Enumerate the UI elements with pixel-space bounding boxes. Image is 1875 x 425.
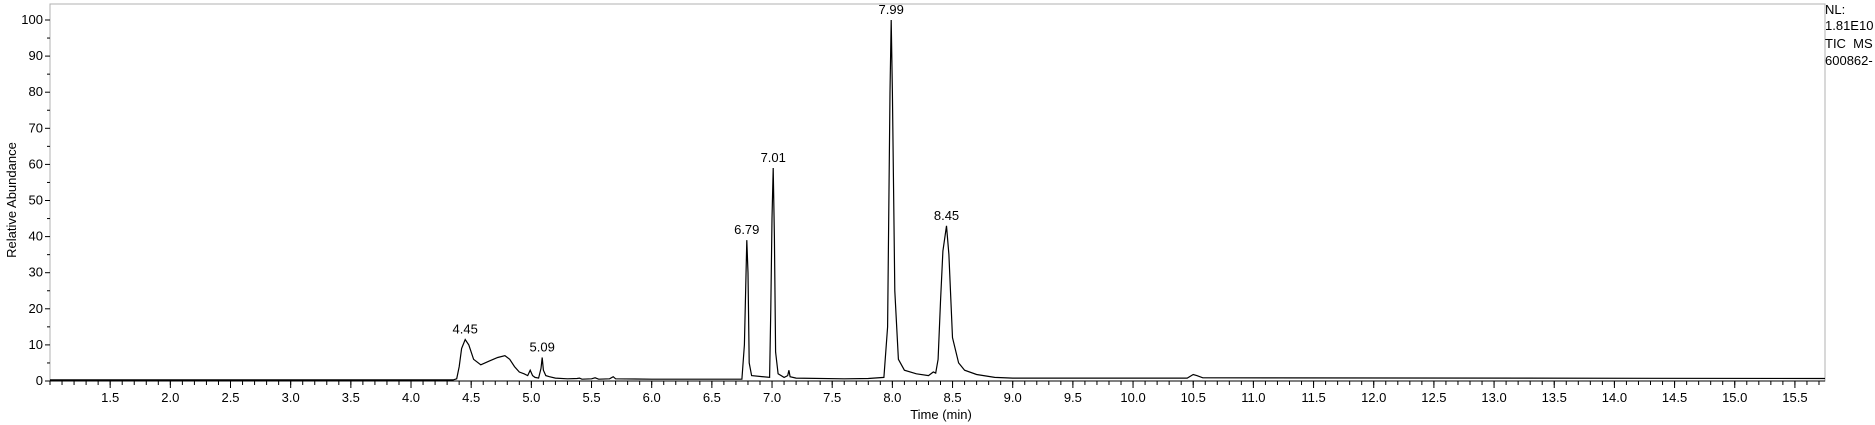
x-tick-label: 4.0 — [402, 390, 420, 405]
y-axis: 0 10 20 30 40 50 60 70 80 90 100 — [21, 12, 50, 388]
x-tick-label: 2.5 — [221, 390, 239, 405]
peak-label: 6.79 — [734, 222, 759, 237]
x-tick-label: 5.5 — [582, 390, 600, 405]
x-tick-label: 13.0 — [1481, 390, 1506, 405]
x-tick-label: 8.5 — [944, 390, 962, 405]
x-tick-label: 12.5 — [1421, 390, 1446, 405]
x-tick-label: 14.5 — [1662, 390, 1687, 405]
x-tick-label: 15.0 — [1722, 390, 1747, 405]
x-tick-label: 12.0 — [1361, 390, 1386, 405]
y-tick-label: 90 — [29, 48, 43, 63]
peak-labels: 4.45 5.09 6.79 7.01 7.99 8.45 — [453, 2, 960, 355]
sample-id: 600862- — [1825, 53, 1873, 68]
x-tick-label: 7.5 — [823, 390, 841, 405]
x-tick-label: 13.5 — [1542, 390, 1567, 405]
peak-label: 5.09 — [530, 340, 555, 355]
tic-trace — [50, 19, 1826, 381]
x-tick-label: 3.5 — [342, 390, 360, 405]
peak-label: 8.45 — [934, 208, 959, 223]
y-tick-label: 20 — [29, 301, 43, 316]
y-tick-label: 60 — [29, 156, 43, 171]
x-axis: 1.5 2.0 2.5 3.0 3.5 4.0 4.5 5.0 5.5 6.0 6.5 7.0 7.5 8… — [49, 380, 1825, 405]
x-tick-label: 8.0 — [883, 390, 901, 405]
x-tick-label: 6.0 — [643, 390, 661, 405]
y-tick-label: 10 — [29, 337, 43, 352]
x-tick-label: 11.5 — [1301, 390, 1325, 405]
scan-filter: TIC MS — [1825, 36, 1873, 51]
peak-label: 7.99 — [879, 2, 904, 17]
nl-label: NL: — [1825, 2, 1846, 17]
x-tick-label: 5.0 — [522, 390, 540, 405]
x-tick-label: 1.5 — [101, 390, 119, 405]
y-tick-label: 80 — [29, 84, 43, 99]
peak-label: 7.01 — [761, 150, 786, 165]
x-tick-label: 10.0 — [1120, 390, 1145, 405]
x-tick-label: 9.5 — [1064, 390, 1082, 405]
x-tick-label: 6.5 — [703, 390, 721, 405]
x-tick-label: 3.0 — [282, 390, 300, 405]
x-tick-label: 4.5 — [462, 390, 480, 405]
x-tick-label: 14.0 — [1602, 390, 1627, 405]
x-tick-label: 15.5 — [1782, 390, 1807, 405]
x-tick-label: 11.0 — [1241, 390, 1265, 405]
x-tick-label: 7.0 — [763, 390, 781, 405]
x-axis-label: Time (min) — [910, 407, 972, 422]
x-tick-label: 10.5 — [1181, 390, 1206, 405]
peak-label: 4.45 — [453, 321, 478, 336]
y-tick-label: 70 — [29, 120, 43, 135]
y-axis-label: Relative Abundance — [4, 142, 19, 258]
y-tick-label: 40 — [29, 229, 43, 244]
y-tick-label: 50 — [29, 193, 43, 208]
x-tick-label: 2.0 — [161, 390, 179, 405]
y-tick-label: 100 — [21, 12, 43, 27]
y-tick-label: 0 — [36, 373, 43, 388]
y-tick-label: 30 — [29, 265, 43, 280]
x-tick-label: 9.0 — [1004, 390, 1022, 405]
nl-value: 1.81E10 — [1825, 18, 1874, 33]
plot-area — [49, 3, 1826, 382]
